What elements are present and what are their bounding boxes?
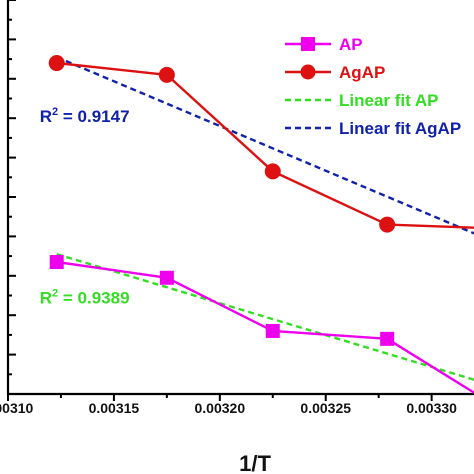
series-line-1 bbox=[56, 61, 474, 229]
x-tick-label: 0.00325 bbox=[300, 400, 351, 416]
data-point bbox=[158, 66, 175, 83]
fit-line-3 bbox=[56, 55, 474, 235]
legend-marker bbox=[300, 64, 316, 80]
data-point bbox=[48, 55, 65, 72]
legend-label: Linear fit AgAP bbox=[339, 119, 461, 138]
data-point bbox=[264, 163, 281, 180]
x-axis-label: 1/T bbox=[239, 451, 271, 474]
r-squared-label: R2 = 0.9147 bbox=[40, 106, 130, 126]
legend-label: AP bbox=[339, 35, 363, 54]
legend-marker bbox=[301, 37, 315, 51]
data-point bbox=[380, 331, 395, 346]
data-series bbox=[48, 55, 474, 395]
data-point bbox=[49, 255, 64, 270]
x-tick-label: 0.00315 bbox=[89, 400, 140, 416]
fit-lines bbox=[56, 55, 474, 381]
legend-label: AgAP bbox=[339, 63, 385, 82]
x-tick-label: 0.00320 bbox=[195, 400, 246, 416]
data-point bbox=[379, 216, 396, 233]
series-line-0 bbox=[56, 260, 474, 395]
data-point bbox=[265, 323, 280, 338]
axes: 0.003100.003150.003200.003250.003300.003… bbox=[0, 0, 474, 416]
r-squared-label: R2 = 0.9389 bbox=[40, 287, 130, 307]
fit-line-2 bbox=[56, 252, 474, 381]
legend: AP AgAP Linear fit AP Linear fit AgAP bbox=[285, 35, 461, 138]
x-tick-label: 0.00330 bbox=[406, 400, 457, 416]
x-tick-label: 0.00310 bbox=[0, 400, 34, 416]
annotations: R2 = 0.9147 R2 = 0.9389 bbox=[40, 106, 130, 307]
legend-label: Linear fit AP bbox=[339, 91, 439, 110]
data-point bbox=[159, 270, 174, 285]
